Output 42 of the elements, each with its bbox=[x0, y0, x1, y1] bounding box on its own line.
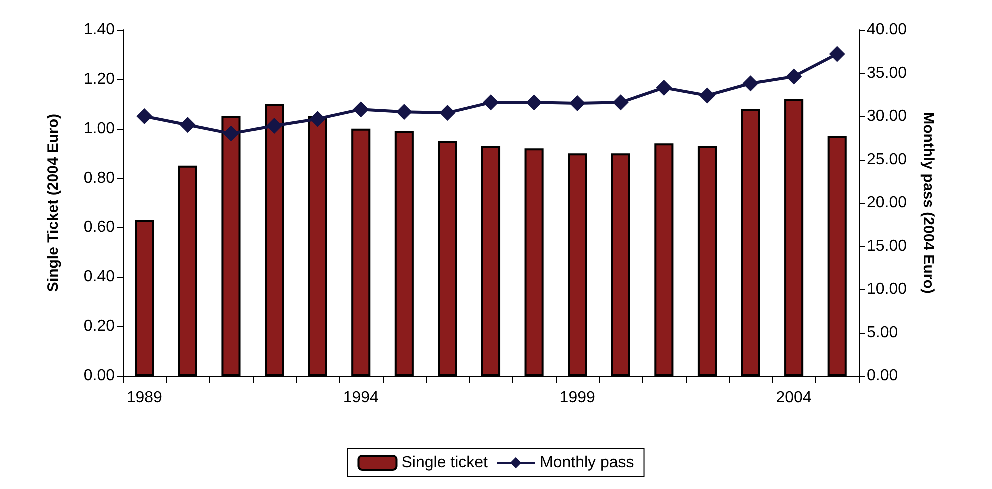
y2-tick-label: 20.00 bbox=[867, 194, 908, 212]
y2-tick-label: 35.00 bbox=[867, 64, 908, 82]
point bbox=[612, 94, 629, 111]
y-tick-label: 1.00 bbox=[84, 120, 116, 138]
point bbox=[483, 94, 499, 111]
y-axis-title: Single Ticket (2004 Euro) bbox=[45, 114, 62, 292]
point bbox=[829, 46, 846, 62]
x-tick-label: 1999 bbox=[560, 390, 596, 406]
y-tick-label: 0.60 bbox=[84, 219, 116, 236]
point bbox=[136, 108, 153, 124]
y-tick-label: 0.40 bbox=[84, 268, 116, 286]
point bbox=[266, 118, 283, 134]
point bbox=[223, 126, 240, 142]
y2-tick-label: 40.00 bbox=[867, 22, 908, 38]
y-tick-label: 0.80 bbox=[84, 170, 116, 187]
x-tick-label: 1989 bbox=[126, 390, 163, 406]
point bbox=[353, 102, 370, 118]
y2-tick-label: 5.00 bbox=[867, 324, 898, 342]
y-tick-label: 1.20 bbox=[84, 70, 116, 88]
point bbox=[310, 111, 326, 128]
point bbox=[656, 80, 672, 96]
point bbox=[570, 96, 586, 112]
point bbox=[440, 105, 456, 122]
y2-tick-label: 10.00 bbox=[867, 281, 908, 298]
y2-tick-label: 25.00 bbox=[867, 151, 908, 168]
y2-tick-label: 30.00 bbox=[867, 108, 908, 125]
y-tick-label: 0.20 bbox=[84, 318, 116, 336]
x-tick-label: 1994 bbox=[343, 390, 380, 406]
y2-tick-label: 15.00 bbox=[867, 238, 908, 255]
legend-label: Monthly pass bbox=[540, 454, 634, 472]
point bbox=[786, 68, 802, 85]
y2-tick-label: 0.00 bbox=[867, 368, 898, 384]
legend-label: Single ticket bbox=[402, 454, 489, 472]
point bbox=[742, 76, 759, 92]
x-tick-label: 2004 bbox=[776, 390, 812, 406]
point bbox=[180, 117, 196, 134]
point bbox=[396, 104, 412, 120]
point bbox=[699, 88, 716, 104]
y2-axis-title: Monthly pass (2004 Euro) bbox=[920, 112, 937, 294]
point bbox=[526, 94, 542, 111]
y-tick-label: 1.40 bbox=[84, 22, 116, 38]
y-tick-label: 0.00 bbox=[84, 368, 116, 384]
